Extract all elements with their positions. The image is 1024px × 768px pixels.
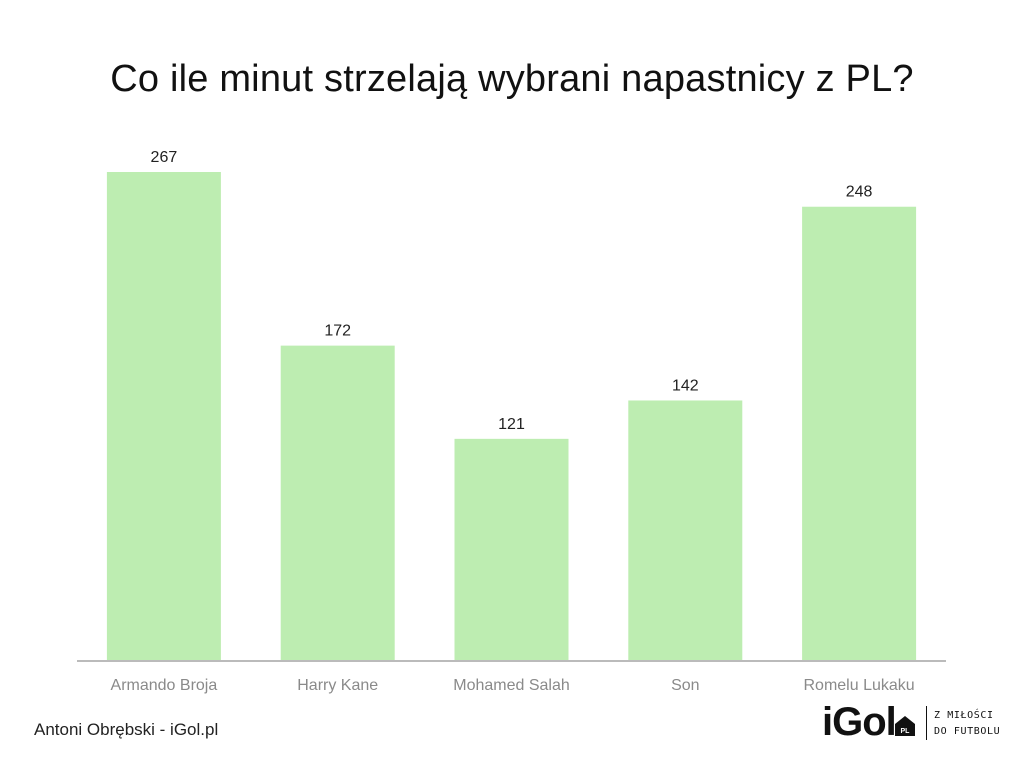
tagline-line-1: Z MIŁOŚCI [934, 710, 994, 721]
tagline-line-2: DO FUTBOLU [934, 726, 1001, 737]
category-label-2: Mohamed Salah [453, 677, 570, 694]
data-label-1: 172 [324, 323, 351, 340]
data-label-0: 267 [151, 149, 178, 166]
data-label-2: 121 [498, 416, 525, 433]
category-label-0: Armando Broja [111, 677, 218, 694]
bar-0 [106, 172, 221, 660]
data-label-3: 142 [672, 377, 699, 394]
logo-divider [926, 706, 927, 740]
logo-tagline: Z MIŁOŚCI DO FUTBOLU [934, 708, 1000, 740]
category-label-4: Romelu Lukaku [804, 677, 915, 694]
pl-badge-icon: PL [895, 716, 915, 736]
bar-4 [802, 206, 917, 660]
bar-chart: 267 Armando Broja 172 Harry Kane 121 Mohamed … [77, 149, 946, 694]
bar-1 [280, 345, 395, 660]
chart-title: Co ile minut strzelają wybrani napastnic… [110, 58, 914, 100]
logo-text: iGol [822, 700, 897, 744]
bar-2 [454, 438, 569, 660]
data-label-4: 248 [846, 184, 873, 201]
category-label-3: Son [671, 677, 699, 694]
author-credit: Antoni Obrębski - iGol.pl [34, 720, 219, 739]
category-label-1: Harry Kane [297, 677, 378, 694]
igol-logo: iGol PL Z MIŁOŚCI DO FUTBOLU [822, 700, 1012, 748]
bar-3 [628, 400, 743, 660]
badge-text: PL [901, 728, 911, 735]
